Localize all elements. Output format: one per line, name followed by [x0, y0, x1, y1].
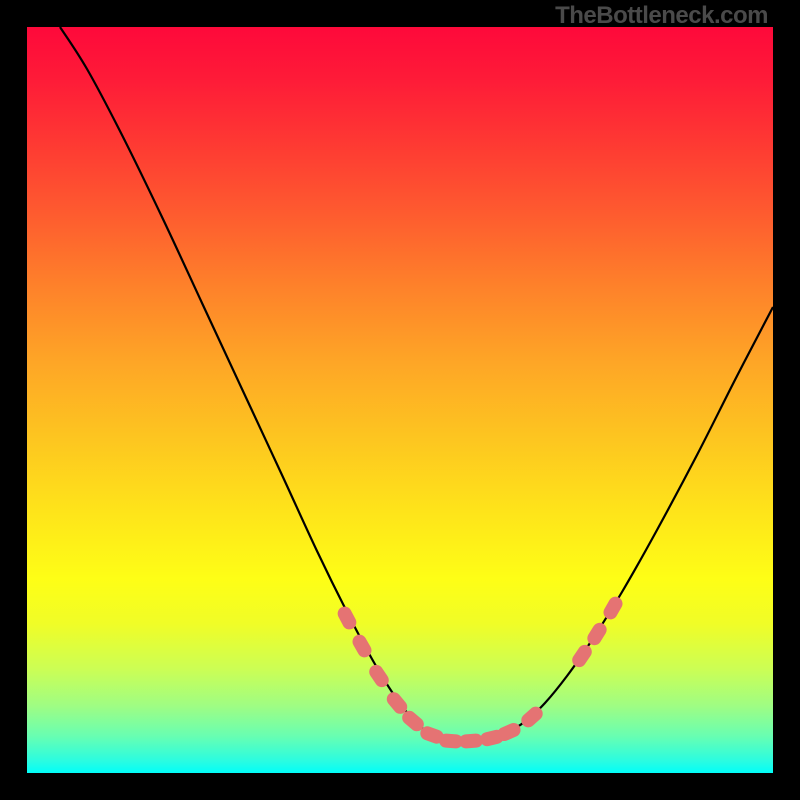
curve-marker — [459, 733, 484, 749]
gradient-background — [27, 27, 773, 773]
watermark-text: TheBottleneck.com — [555, 2, 768, 30]
bottleneck-chart — [27, 27, 773, 773]
